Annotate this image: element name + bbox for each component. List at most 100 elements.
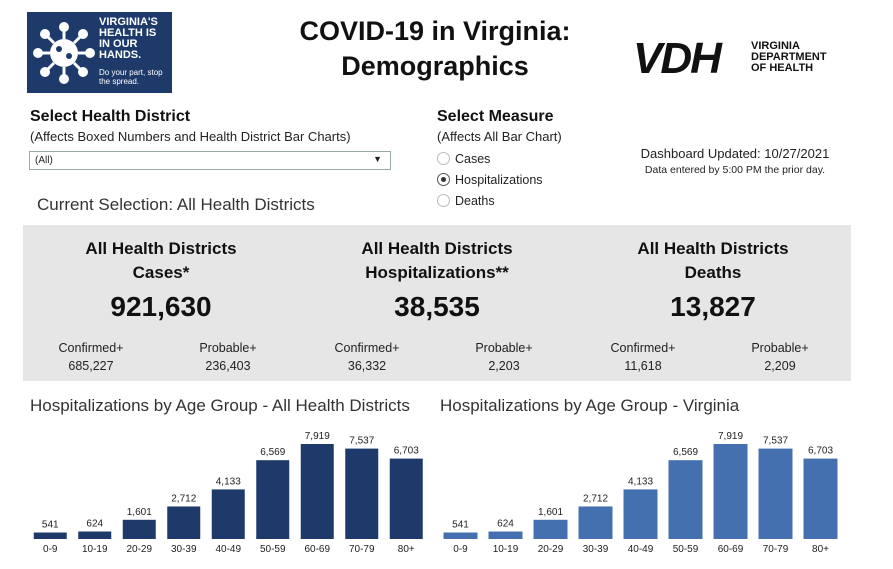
virus-icon [33, 22, 95, 84]
bar-chart-districts: 541 0-9 624 10-19 1,601 20-29 2,712 30-39 4,133 4… [33, 431, 423, 555]
stat-heading: All Health Districts Hospitalizations** [299, 237, 575, 285]
tick-label: 0-9 [453, 544, 468, 555]
tick-label: 80+ [812, 544, 829, 555]
stat-heading-line2: Cases* [132, 263, 190, 282]
data-label: 6,569 [673, 447, 698, 458]
measure-option-cases[interactable]: Cases [437, 148, 562, 169]
bar-40-49[interactable] [211, 489, 245, 539]
vdh-text-3: OF HEALTH [751, 62, 814, 74]
tick-label: 50-59 [260, 544, 286, 555]
stat-heading-line1: All Health Districts [637, 239, 789, 258]
confirmed-label: Confirmed+ [58, 341, 124, 355]
measure-option-label: Deaths [455, 193, 495, 208]
stat-heading: All Health Districts Deaths [575, 237, 851, 285]
district-selector: Select Health District (Affects Boxed Nu… [30, 108, 351, 144]
bar-70-79[interactable] [758, 448, 793, 539]
vhiih-logo: VIRGINIA'S HEALTH IS IN OUR HANDS. Do yo… [27, 12, 172, 93]
tick-label: 10-19 [493, 544, 519, 555]
updated-note: Data entered by 5:00 PM the prior day. [644, 164, 826, 176]
radio-icon [437, 152, 450, 165]
tick-label: 70-79 [763, 544, 789, 555]
bar-0-9[interactable] [33, 532, 67, 539]
data-label: 541 [42, 520, 59, 531]
radio-selected-icon [437, 173, 450, 186]
tick-label: 30-39 [583, 544, 609, 555]
bar-80+[interactable] [803, 458, 838, 539]
measure-option-label: Cases [455, 151, 491, 166]
tick-label: 60-69 [304, 544, 330, 555]
data-label: 7,537 [763, 436, 788, 447]
stat-heading-line2: Deaths [684, 263, 742, 282]
probable-label: Probable+ [751, 341, 809, 355]
data-label: 6,703 [394, 446, 419, 457]
tick-label: 20-29 [538, 544, 564, 555]
probable-value: 236,403 [205, 359, 251, 373]
stat-total: 921,630 [110, 291, 212, 322]
measure-selector: Select Measure (Affects All Bar Chart) C… [437, 108, 562, 211]
stat-hospitalizations: All Health Districts Hospitalizations** … [299, 225, 575, 373]
tick-label: 10-19 [82, 544, 108, 555]
vdh-text-2: DEPARTMENT [751, 51, 827, 63]
bar-10-19[interactable] [488, 531, 523, 539]
stat-confirmed: Confirmed+ 685,227 [41, 339, 141, 375]
bar-50-59[interactable] [668, 460, 703, 539]
measure-title: Select Measure [437, 108, 554, 125]
data-label: 624 [86, 519, 103, 530]
district-dropdown-value: (All) [35, 155, 53, 166]
tick-label: 40-49 [628, 544, 654, 555]
data-label: 624 [497, 519, 514, 530]
data-label: 6,703 [808, 446, 833, 457]
measure-option-hospitalizations[interactable]: Hospitalizations [437, 169, 562, 190]
bar-0-9[interactable] [443, 532, 478, 539]
tick-label: 70-79 [349, 544, 375, 555]
data-label: 2,712 [171, 493, 196, 504]
vdh-text-1: VIRGINIA [751, 40, 800, 52]
district-subtitle: (Affects Boxed Numbers and Health Distri… [30, 129, 351, 144]
data-label: 2,712 [583, 493, 608, 504]
stat-total: 38,535 [394, 291, 480, 322]
tick-label: 50-59 [673, 544, 699, 555]
district-title: Select Health District [30, 108, 191, 125]
bar-50-59[interactable] [256, 460, 290, 539]
vdh-mark: VDH [633, 34, 722, 83]
measure-option-label: Hospitalizations [455, 172, 543, 187]
vdh-text: VIRGINIA DEPARTMENT OF HEALTH [751, 41, 827, 74]
bar-20-29[interactable] [122, 519, 156, 539]
updated-date: Dashboard Updated: 10/27/2021 [640, 146, 830, 161]
stat-probable: Probable+ 2,203 [454, 339, 554, 375]
data-label: 541 [452, 520, 469, 531]
chevron-down-icon: ▼ [373, 154, 382, 164]
bar-20-29[interactable] [533, 519, 568, 539]
bar-30-39[interactable] [167, 506, 201, 539]
data-label: 4,133 [216, 476, 241, 487]
tick-label: 60-69 [718, 544, 744, 555]
bar-10-19[interactable] [78, 531, 112, 539]
bar-40-49[interactable] [623, 489, 658, 539]
district-dropdown[interactable]: (All) ▼ [29, 151, 391, 170]
logo-slogan: VIRGINIA'S HEALTH IS IN OUR HANDS. [99, 16, 158, 61]
confirmed-label: Confirmed+ [334, 341, 400, 355]
page-title-line1: COVID-19 in Virginia: [299, 16, 571, 46]
confirmed-label: Confirmed+ [610, 341, 676, 355]
stat-confirmed: Confirmed+ 36,332 [317, 339, 417, 375]
chart-title-districts: Hospitalizations by Age Group - All Heal… [30, 396, 410, 415]
tick-label: 0-9 [43, 544, 58, 555]
current-selection: Current Selection: All Health Districts [37, 195, 315, 214]
page-title-line2: Demographics [341, 51, 529, 81]
bar-30-39[interactable] [578, 506, 613, 539]
measure-options: Cases Hospitalizations Deaths [437, 148, 562, 211]
stat-heading-line2: Hospitalizations** [365, 263, 509, 282]
bar-70-79[interactable] [345, 448, 379, 539]
data-label: 4,133 [628, 476, 653, 487]
page-title: COVID-19 in Virginia: Demographics [265, 14, 605, 84]
measure-option-deaths[interactable]: Deaths [437, 190, 562, 211]
confirmed-value: 11,618 [624, 359, 662, 373]
bar-80+[interactable] [389, 458, 423, 539]
bar-60-69[interactable] [300, 444, 334, 539]
bar-chart-virginia: 541 0-9 624 10-19 1,601 20-29 2,712 30-39 4,133 4… [443, 431, 838, 555]
data-label: 7,537 [349, 436, 374, 447]
stat-confirmed: Confirmed+ 11,618 [593, 339, 693, 375]
data-label: 1,601 [538, 507, 563, 518]
data-label: 1,601 [127, 507, 152, 518]
bar-60-69[interactable] [713, 444, 748, 539]
